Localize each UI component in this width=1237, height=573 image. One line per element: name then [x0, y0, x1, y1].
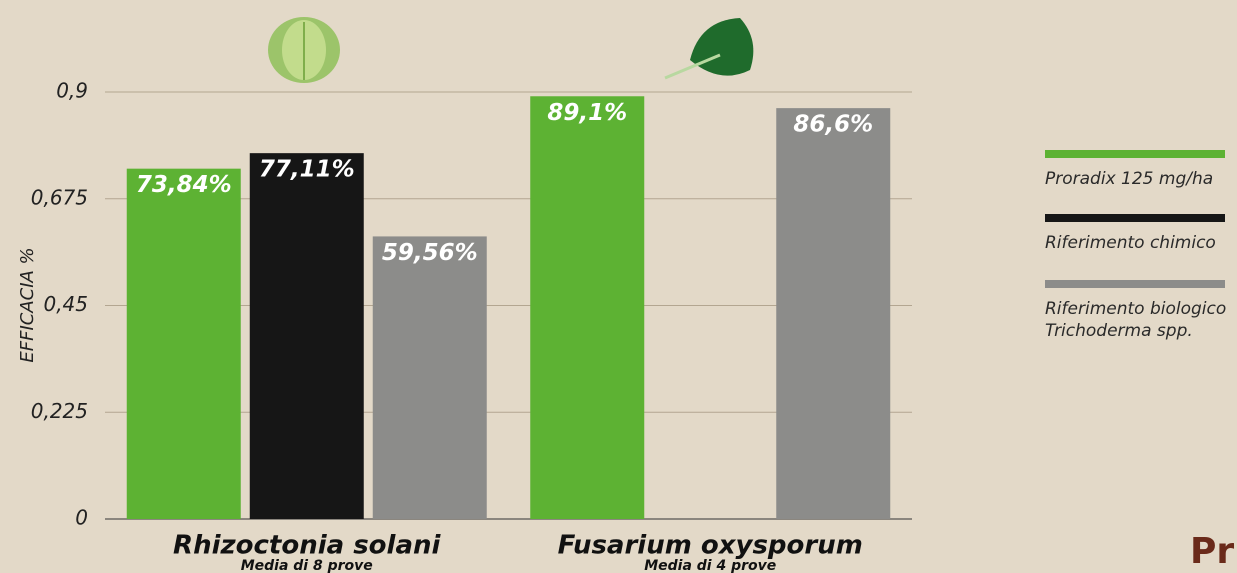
- legend-label: Proradix 125 mg/ha: [1045, 168, 1237, 190]
- x-tick-label: Rhizoctonia solani: [173, 531, 441, 561]
- value-label: 86,6%: [793, 112, 873, 138]
- y-tick-label: 0,45: [43, 292, 88, 316]
- legend-entry: Riferimento chimico: [1045, 214, 1237, 254]
- legend-label: Riferimento chimico: [1045, 232, 1237, 254]
- spinach-icon: [665, 18, 753, 78]
- y-tick-label: 0: [75, 506, 88, 530]
- legend-entry: Riferimento biologico Trichoderma spp.: [1045, 280, 1237, 342]
- legend-swatch: [1045, 150, 1225, 158]
- y-axis-label: EFFICACIA %: [17, 247, 38, 362]
- legend-swatch: [1045, 214, 1225, 222]
- value-label: 89,1%: [547, 100, 627, 126]
- value-label: 59,56%: [382, 240, 478, 266]
- y-tick-label: 0,225: [31, 399, 88, 423]
- legend-label: Riferimento biologico Trichoderma spp.: [1045, 298, 1237, 342]
- value-label: 77,11%: [259, 157, 355, 183]
- legend-entry: Proradix 125 mg/ha: [1045, 150, 1237, 190]
- bar: [373, 236, 487, 519]
- cabbage-icon: [268, 17, 340, 83]
- y-tick-label: 0,9: [56, 79, 88, 103]
- logo: Pr: [1190, 531, 1234, 572]
- bar: [776, 108, 890, 519]
- bar: [250, 153, 364, 519]
- value-label: 73,84%: [136, 172, 232, 198]
- x-tick-label: Fusarium oxysporum: [558, 531, 863, 561]
- page: EFFICACIA % Pr 0 0,225 0,45 0,675 0,9 Rhizoct…: [0, 0, 1237, 573]
- bar: [127, 169, 241, 519]
- category-note: Media di 8 prove: [241, 558, 373, 573]
- category-note: Media di 4 prove: [644, 558, 776, 573]
- bar: [530, 96, 644, 519]
- legend-swatch: [1045, 280, 1225, 288]
- y-tick-label: 0,675: [31, 185, 88, 209]
